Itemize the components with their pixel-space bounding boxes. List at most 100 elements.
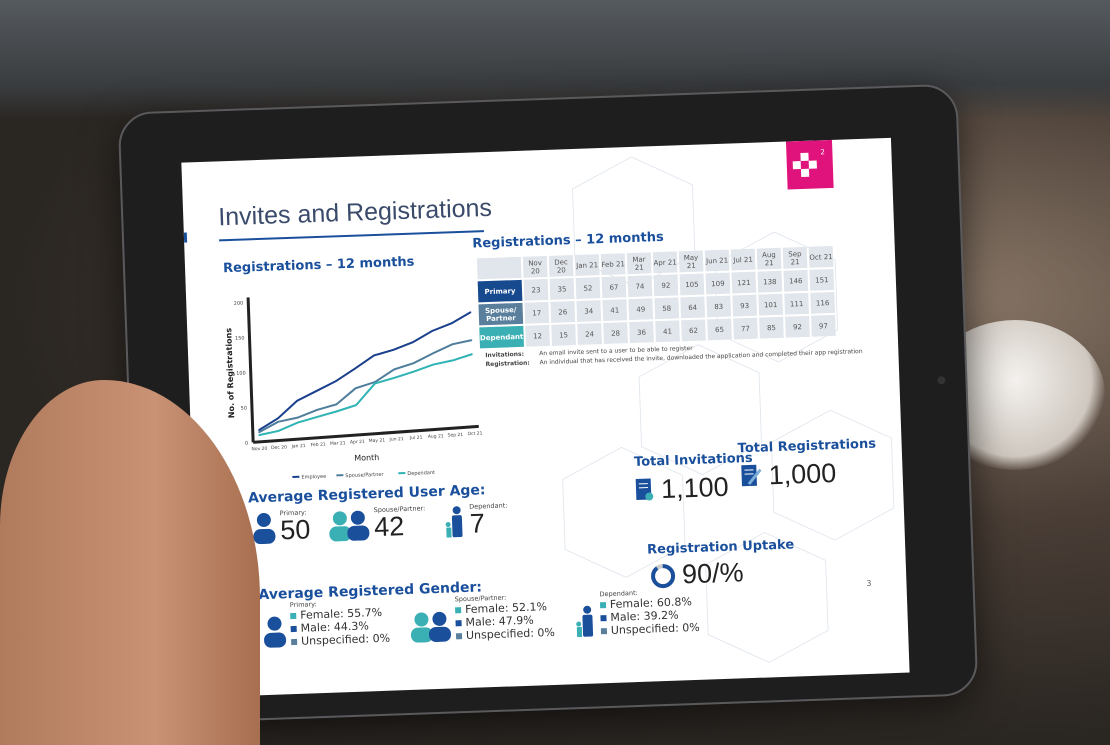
table-cell: 58: [654, 297, 680, 320]
data-point: [431, 330, 433, 332]
data-point: [258, 431, 260, 433]
legend-label: Spouse/Partner: [345, 472, 384, 479]
uptake: 90/%: [650, 557, 745, 591]
table-cell: 138: [757, 270, 783, 293]
data-point: [355, 404, 357, 406]
data-point: [374, 382, 376, 385]
tablet: Invites and Registrations 2 Registration…: [117, 83, 979, 725]
x-tick-label: May 21: [369, 438, 386, 445]
table-cell: 65: [707, 318, 732, 341]
column-header: Jun 21: [704, 249, 730, 272]
data-point: [471, 339, 473, 341]
y-tick-label: 200: [234, 301, 244, 307]
cross-logo-icon: 2: [792, 148, 825, 178]
data-point: [277, 417, 279, 419]
table-cell: 62: [681, 319, 706, 342]
registrations-table: Nov 20 Dec 20 Jan 21 Feb 21 Mar 21 Apr 21 May …: [475, 244, 838, 351]
data-point: [296, 400, 298, 402]
data-point: [470, 311, 472, 313]
data-point: [432, 363, 434, 366]
home-button[interactable]: [937, 376, 946, 385]
total-invitations: 1,100: [635, 472, 730, 506]
couple-icon: [329, 510, 370, 542]
legend-label: Employee: [301, 474, 326, 481]
legend-label: Dependant: [407, 470, 435, 477]
column-header: Oct 21: [808, 245, 834, 268]
column-header: Mar 21: [626, 252, 652, 275]
data-point: [373, 354, 375, 357]
data-point: [316, 416, 318, 418]
unspecified-stat: Unspecified: 0%: [600, 621, 700, 637]
y-tick-label: 0: [245, 440, 248, 446]
logo: 2: [785, 139, 834, 190]
x-tick-label: Aug 21: [428, 433, 444, 440]
table-cell: 28: [603, 322, 628, 345]
title-underline: [219, 230, 484, 242]
table-cell: 74: [627, 275, 653, 298]
data-point: [450, 322, 453, 324]
table-cell: 92: [653, 274, 679, 297]
data-point: [297, 421, 299, 424]
age-item: Dependant: 7: [443, 501, 508, 539]
table-corner: [476, 256, 522, 280]
table-cell: 35: [549, 278, 575, 300]
data-point: [335, 380, 337, 382]
x-tick-label: Jul 21: [409, 435, 423, 441]
table-cell: 52: [575, 277, 601, 299]
data-point: [258, 429, 260, 431]
column-header: Jul 21: [730, 248, 756, 271]
column-header: Aug 21: [756, 247, 782, 270]
y-tick-label: 100: [236, 371, 246, 377]
y-tick-label: 50: [240, 406, 247, 412]
chart-title: Registrations – 12 months: [222, 254, 415, 277]
age-value: 7: [469, 508, 486, 539]
gender-item: Primary: Female: 55.7% Male: 44.3% Unspecif…: [262, 598, 391, 652]
age-value: 42: [373, 511, 405, 543]
certificate-icon: [635, 477, 654, 501]
age-value: 50: [279, 514, 311, 546]
data-point: [432, 352, 434, 354]
donut-fill: [651, 563, 676, 588]
x-tick-label: Jan 21: [290, 443, 305, 450]
table-cell: 97: [811, 314, 836, 337]
table-cell: 93: [732, 294, 758, 317]
table-cell: 64: [680, 296, 706, 319]
uptake-value: 90/%: [681, 557, 745, 590]
data-point: [336, 410, 338, 412]
unspecified-stat: Unspecified: 0%: [455, 626, 555, 642]
data-point: [452, 359, 454, 361]
x-axis: [253, 424, 479, 444]
table-cell: 92: [785, 315, 810, 338]
data-point: [316, 409, 318, 411]
x-tick-label: Jun 21: [388, 436, 404, 443]
parent-child-icon: [445, 506, 463, 538]
data-point: [451, 343, 453, 345]
age-item: Spouse/Partner: 42: [328, 504, 427, 543]
page-title: Invites and Registrations: [217, 193, 493, 232]
table-cell: 77: [733, 317, 758, 340]
x-tick-label: Apr 21: [350, 439, 365, 446]
column-header: May 21: [678, 250, 704, 273]
table-cell: 83: [706, 295, 732, 318]
person-icon: [264, 616, 287, 648]
couple-icon: [410, 611, 451, 643]
data-point: [277, 421, 279, 423]
column-header: Jan 21: [574, 254, 600, 276]
table-cell: 85: [759, 316, 784, 339]
table-cell: 36: [629, 321, 654, 344]
table-cell: 41: [655, 320, 680, 343]
x-tick-label: Nov 20: [251, 446, 267, 453]
age-row: Primary: 50 Spouse/Partner: 42 Dependant: 7: [252, 501, 509, 546]
gender-item: Spouse/Partner: Female: 52.1% Male: 47.9% U…: [409, 592, 556, 647]
table-cell: 26: [550, 301, 576, 323]
unspecified-stat: Unspecified: 0%: [291, 632, 390, 648]
table-cell: 121: [731, 271, 757, 294]
gender-item: Dependant: Female: 60.8% Male: 39.2% Unspec…: [573, 587, 700, 641]
table-cell: 15: [551, 324, 576, 346]
table-cell: 101: [758, 293, 784, 316]
data-point: [392, 349, 395, 351]
total-invitations-value: 1,100: [660, 471, 730, 505]
column-header: Feb 21: [600, 253, 626, 276]
x-tick-label: Dec 20: [271, 444, 287, 451]
age-item: Primary: 50: [252, 508, 311, 546]
